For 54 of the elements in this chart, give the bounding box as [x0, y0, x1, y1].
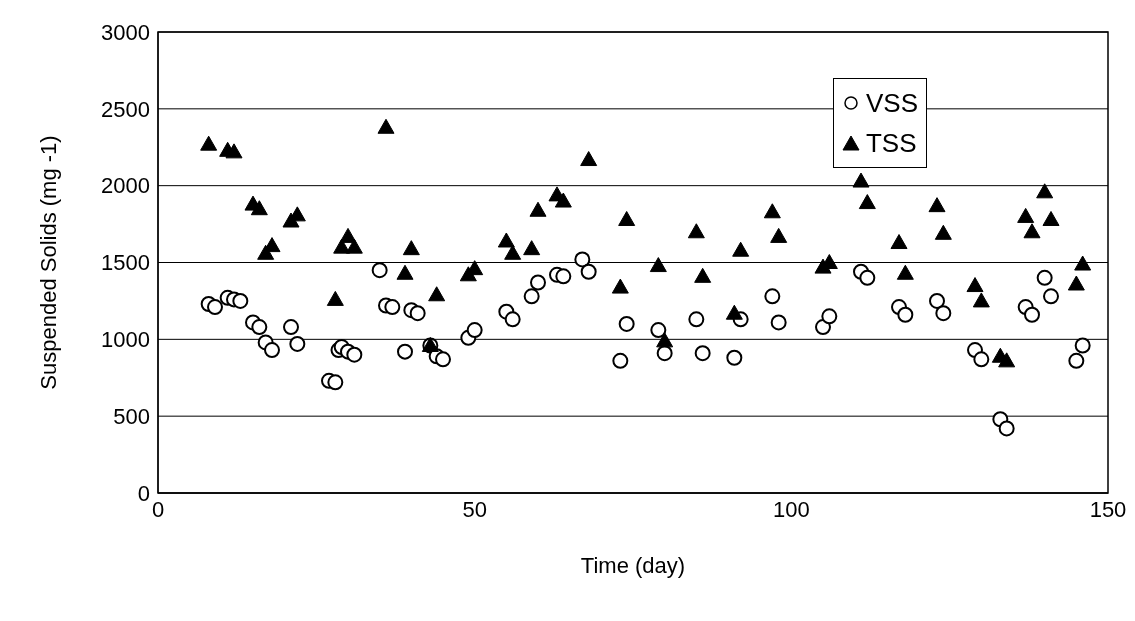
point: [732, 241, 750, 257]
point: [345, 238, 363, 254]
point: [200, 135, 218, 151]
point: [770, 227, 788, 243]
point: [1036, 183, 1054, 199]
point: [687, 223, 705, 239]
point: [890, 234, 908, 250]
y-tick-label: 0: [137, 480, 150, 506]
point: [396, 264, 414, 280]
y-axis-title: Suspended Solids (mg -1): [35, 135, 61, 390]
point: [656, 332, 674, 348]
y-tick-label: 3000: [101, 19, 150, 45]
point: [529, 201, 547, 217]
point: [1017, 207, 1035, 223]
point: [852, 172, 870, 188]
point: [896, 264, 914, 280]
y-tick-label: 1000: [101, 327, 150, 353]
point: [326, 290, 344, 306]
legend-label: TSS: [865, 127, 917, 160]
x-tick-label: 50: [462, 496, 487, 522]
point: [611, 278, 629, 294]
y-tick-label: 500: [113, 403, 150, 429]
point: [1067, 275, 1085, 291]
y-tick-label: 1500: [101, 250, 150, 276]
point: [998, 352, 1016, 368]
y-tick-label: 2500: [101, 96, 150, 122]
x-tick-label: 150: [1089, 496, 1127, 522]
point: [497, 232, 515, 248]
point: [339, 227, 357, 243]
point: [1074, 255, 1092, 271]
point: [928, 197, 946, 213]
point: [1023, 223, 1041, 239]
y-tick-label: 2000: [101, 173, 150, 199]
point: [402, 240, 420, 256]
point: [725, 304, 743, 320]
point: [763, 203, 781, 219]
point: [428, 286, 446, 302]
point: [618, 210, 636, 226]
point: [377, 118, 395, 134]
point: [858, 194, 876, 210]
point: [966, 277, 984, 293]
point: [694, 267, 712, 283]
point: [934, 224, 952, 240]
point: [972, 292, 990, 308]
x-axis-title: Time (day): [580, 553, 686, 578]
point: [1042, 210, 1060, 226]
point: [250, 200, 268, 216]
x-tick-label: 100: [772, 496, 810, 522]
point: [225, 143, 243, 159]
legend-label: VSS: [865, 87, 918, 120]
point: [523, 240, 541, 256]
point: [649, 257, 667, 273]
point: [554, 192, 572, 208]
point: [580, 151, 598, 167]
